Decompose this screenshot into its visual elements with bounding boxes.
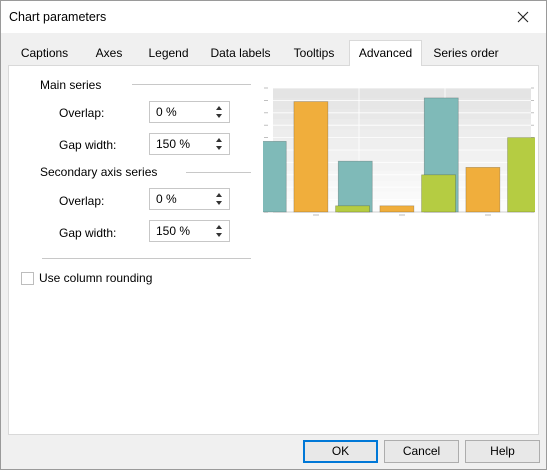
tab-tooltips[interactable]: Tooltips [293, 46, 335, 60]
chart-bar [507, 137, 535, 213]
secondary-overlap-spinner[interactable]: 0 % [149, 188, 230, 210]
main-gap-spinner[interactable]: 150 % [149, 133, 230, 155]
main-series-title: Main series [40, 78, 102, 92]
secondary-overlap-value: 0 % [156, 192, 177, 206]
chart-bar [293, 101, 329, 213]
chart-bar [465, 167, 501, 213]
tab-captions[interactable]: Captions [20, 46, 69, 60]
column-rounding-checkbox[interactable] [21, 272, 34, 285]
main-overlap-spinner[interactable]: 0 % [149, 101, 230, 123]
window-title: Chart parameters [9, 10, 107, 24]
chart-bar [263, 140, 287, 213]
main-gap-down-icon[interactable] [216, 146, 222, 150]
secondary-gap-value: 150 % [156, 224, 191, 238]
tab-advanced[interactable]: Advanced [349, 40, 422, 66]
secondary-gap-label: Gap width: [59, 226, 117, 240]
main-gap-value: 150 % [156, 137, 191, 151]
plot-background-band [273, 170, 531, 182]
tab-series-order[interactable]: Series order [433, 46, 499, 60]
plot-background-band [273, 129, 531, 141]
secondary-overlap-label: Overlap: [59, 194, 105, 208]
secondary-gap-down-icon[interactable] [216, 233, 222, 237]
main-overlap-down-icon[interactable] [216, 114, 222, 118]
column-rounding-label[interactable]: Use column rounding [39, 271, 153, 285]
main-overlap-up-icon[interactable] [216, 106, 222, 110]
main-overlap-label: Overlap: [59, 106, 105, 120]
chart-bar [337, 160, 373, 213]
close-button[interactable] [500, 1, 546, 33]
title-bar: Chart parameters [1, 1, 546, 33]
plot-background-band [273, 88, 531, 99]
secondary-series-divider [186, 172, 251, 173]
main-overlap-arrows [212, 103, 226, 121]
chart-preview [263, 87, 535, 216]
ok-button[interactable]: OK [303, 440, 378, 463]
close-icon [517, 11, 529, 23]
cancel-button[interactable]: Cancel [384, 440, 459, 463]
main-overlap-value: 0 % [156, 105, 177, 119]
main-gap-up-icon[interactable] [216, 138, 222, 142]
options-divider [42, 258, 251, 259]
secondary-overlap-up-icon[interactable] [216, 193, 222, 197]
plot-background-band [273, 160, 531, 172]
secondary-gap-up-icon[interactable] [216, 225, 222, 229]
plot-background-band [273, 191, 531, 203]
secondary-overlap-arrows [212, 190, 226, 208]
plot-background-band [273, 181, 531, 192]
plot-background-band [273, 139, 531, 151]
plot-background-band [273, 108, 531, 120]
secondary-gap-arrows [212, 222, 226, 240]
main-series-divider [132, 84, 251, 85]
plot-background-band [273, 98, 531, 110]
plot-background-band [273, 119, 531, 130]
chart-bar [379, 205, 415, 213]
tab-data-labels[interactable]: Data labels [210, 46, 271, 60]
chart-bar [421, 174, 456, 213]
tab-legend[interactable]: Legend [148, 46, 189, 60]
chart-bar [335, 205, 370, 213]
main-gap-label: Gap width: [59, 138, 117, 152]
tab-axes[interactable]: Axes [95, 46, 123, 60]
secondary-overlap-down-icon[interactable] [216, 201, 222, 205]
secondary-series-title: Secondary axis series [40, 165, 158, 179]
advanced-panel: Main series Overlap: 0 % Gap width: 150 … [8, 65, 539, 435]
secondary-gap-spinner[interactable]: 150 % [149, 220, 230, 242]
plot-background-band [273, 150, 531, 161]
main-gap-arrows [212, 135, 226, 153]
help-button[interactable]: Help [465, 440, 540, 463]
